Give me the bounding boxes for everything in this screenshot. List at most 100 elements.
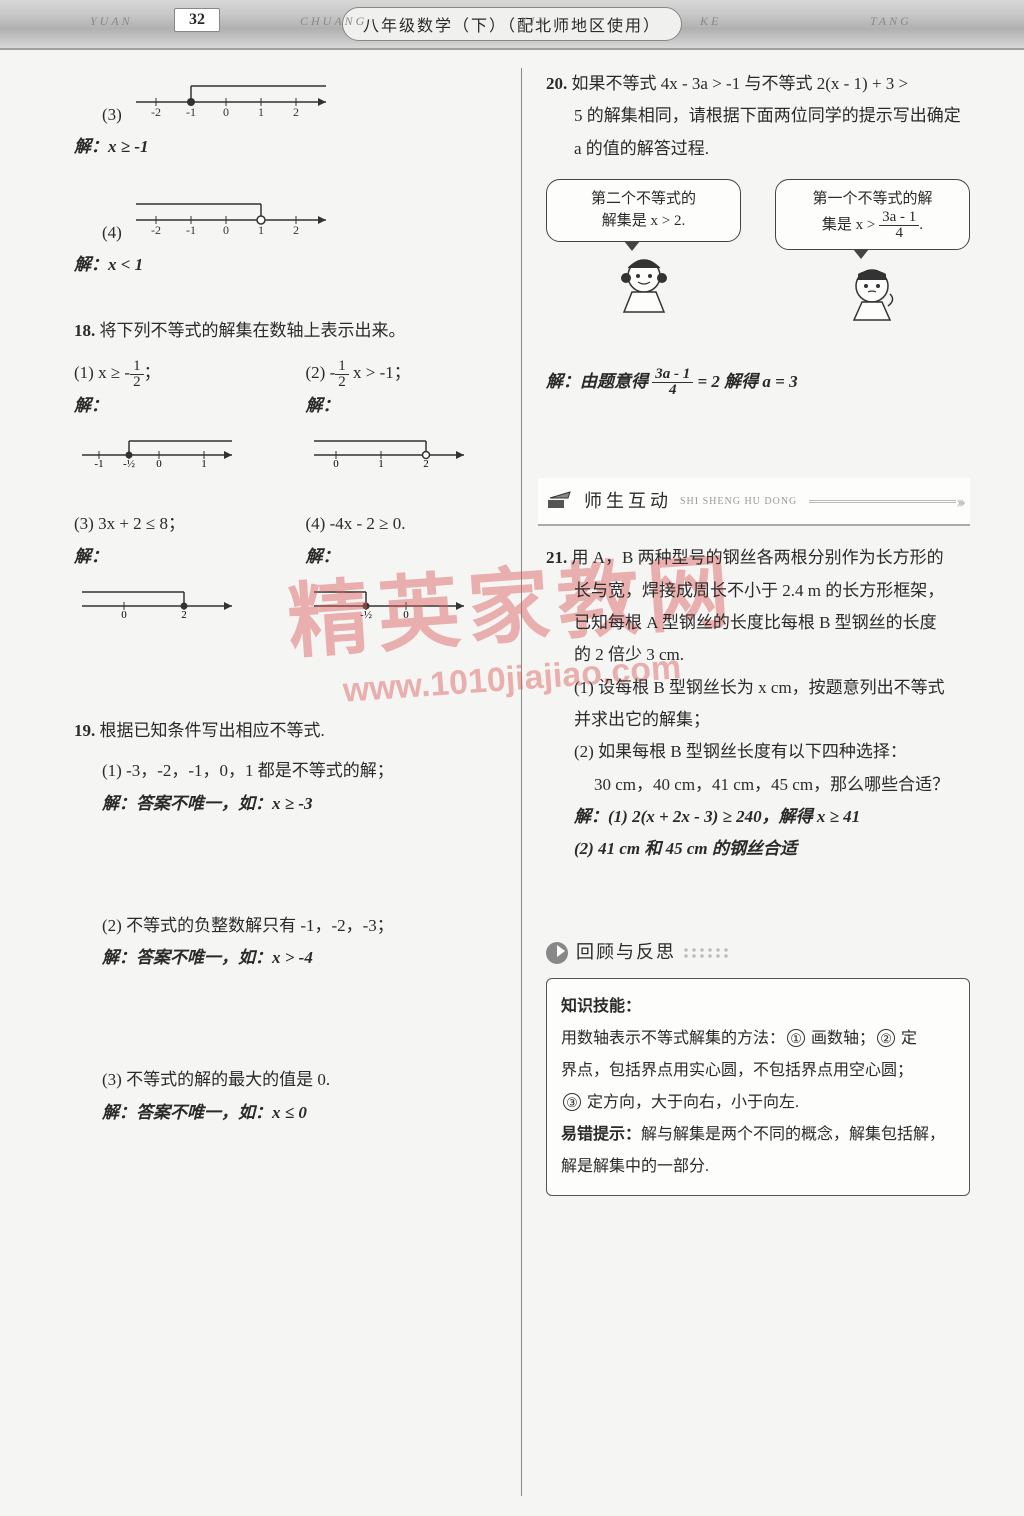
review-title: 回顾与反思	[576, 935, 676, 969]
q17-4-answer: 解：x < 1	[74, 249, 497, 281]
q20: 20. 如果不等式 4x - 3a > -1 与不等式 2(x - 1) + 3…	[546, 68, 970, 398]
page-number: 32	[174, 8, 220, 32]
q18-3-label: (3) 3x + 2 ≤ 8；	[74, 514, 185, 533]
play-circle-icon	[546, 942, 568, 964]
q21-s2b: 30 cm，40 cm，41 cm，45 cm，那么哪些合适？	[546, 769, 970, 801]
q21-stem1: 用 A，B 两种型号的钢丝各两根分别作为长方形的	[572, 548, 944, 567]
q18-4: (4) -4x - 2 ≥ 0. 解： -½0	[306, 508, 498, 625]
review-err-title: 易错提示：	[561, 1126, 641, 1143]
svg-text:-1: -1	[94, 458, 103, 470]
svg-text:0: 0	[223, 223, 229, 236]
number-line-icon: -2 -1 0 1 2	[126, 190, 346, 236]
banner-pinyin-yuan: YUAN	[90, 14, 133, 29]
banner-pinyin-ke: KE	[700, 14, 721, 29]
number-line-icon: -2 -1 0 1 2	[126, 72, 346, 118]
section-header: 师生互动 SHI SHENG HU DONG ›››	[538, 478, 970, 526]
student-boy-icon	[832, 256, 912, 336]
svg-text:-1: -1	[186, 223, 196, 236]
svg-text:1: 1	[258, 105, 264, 118]
review-skill-title: 知识技能：	[561, 991, 955, 1023]
q18-num: 18.	[74, 321, 95, 340]
review-box: 知识技能： 用数轴表示不等式解集的方法：① 画数轴；② 定 界点，包括界点用实心…	[546, 978, 970, 1196]
banner-pinyin-chuang: CHUANG	[300, 14, 367, 29]
q18-ans-prefix: 解：	[74, 396, 108, 415]
q18-4-label: (4) -4x - 2 ≥ 0.	[306, 514, 406, 533]
q18-stem: 将下列不等式的解集在数轴上表示出来。	[100, 321, 406, 340]
q21-stem4: 的 2 倍少 3 cm.	[546, 639, 970, 671]
q20-answer: 解：由题意得 3a - 14 = 2 解得 a = 3	[546, 366, 970, 399]
q19-1-answer: 解：答案不唯一，如：x ≥ -3	[102, 788, 497, 820]
circled-1-icon: ①	[787, 1029, 805, 1047]
q18-1: (1) x ≥ -12； 解： -1-½01	[74, 357, 266, 474]
q21-ans1: 解：(1) 2(x + 2x - 3) ≥ 240，解得 x ≥ 41	[546, 801, 970, 833]
q19: 19. 根据已知条件写出相应不等式. (1) -3，-2，-1，0，1 都是不等…	[74, 715, 497, 1129]
q21: 21. 用 A，B 两种型号的钢丝各两根分别作为长方形的 长与宽，焊接成周长不小…	[546, 542, 970, 865]
q17-3-label: (3)	[74, 105, 122, 124]
q20-stem1: 如果不等式 4x - 3a > -1 与不等式 2(x - 1) + 3 >	[572, 74, 909, 93]
banner-pinyin-xin: XIN	[520, 14, 548, 29]
q17-part3: (3) -2 -1 0 1 2 解：x ≥ -1	[74, 68, 497, 164]
svg-text:1: 1	[258, 223, 264, 236]
svg-text:0: 0	[121, 609, 127, 621]
q18-1-label: (1) x ≥ -	[74, 363, 130, 382]
q21-s1a: (1) 设每根 B 型钢丝长为 x cm，按题意列出不等式	[546, 672, 970, 704]
banner-pinyin-tang: TANG	[870, 14, 912, 29]
q21-stem3: 已知每根 A 型钢丝的长度比每根 B 型钢丝的长度	[546, 607, 970, 639]
q17-3-answer: 解：x ≥ -1	[74, 131, 497, 163]
q18-2: (2) -12 x > -1； 解： 012	[306, 357, 498, 474]
right-column: 20. 如果不等式 4x - 3a > -1 与不等式 2(x - 1) + 3…	[522, 68, 984, 1496]
number-line-icon: -1 -½ 0 1	[74, 426, 244, 472]
q20-num: 20.	[546, 74, 567, 93]
page-title: 八年级数学（下）（配北师地区使用）	[342, 7, 682, 41]
svg-text:-2: -2	[151, 223, 161, 236]
svg-text:-2: -2	[151, 105, 161, 118]
pencil-icon	[546, 490, 574, 512]
q19-stem: 根据已知条件写出相应不等式.	[100, 721, 325, 740]
svg-text:0: 0	[333, 458, 339, 470]
student-girl-icon	[604, 248, 684, 328]
q18-3: (3) 3x + 2 ≤ 8； 解： 02	[74, 508, 266, 625]
svg-text:2: 2	[181, 609, 187, 621]
svg-text:0: 0	[156, 458, 162, 470]
svg-text:2: 2	[423, 458, 429, 470]
q21-s1b: 并求出它的解集；	[546, 704, 970, 736]
q19-num: 19.	[74, 721, 95, 740]
q19-3-answer: 解：答案不唯一，如：x ≤ 0	[102, 1097, 497, 1129]
svg-text:2: 2	[293, 223, 299, 236]
chevrons-right-icon: ›››	[956, 484, 962, 518]
page-content: (3) -2 -1 0 1 2 解：x ≥ -1 (4) -2 -1 0 1 2	[0, 50, 1024, 1516]
q17-4-label: (4)	[74, 223, 122, 242]
section-subtitle: SHI SHENG HU DONG	[680, 492, 797, 511]
q21-num: 21.	[546, 548, 567, 567]
svg-text:0: 0	[403, 609, 409, 621]
number-line-icon: 02	[74, 577, 244, 623]
circled-2-icon: ②	[877, 1029, 895, 1047]
q21-ans2: (2) 41 cm 和 45 cm 的钢丝合适	[546, 833, 970, 865]
q19-3-label: (3) 不等式的解的最大的值是 0.	[102, 1064, 497, 1096]
q18-2-label: (2) -	[306, 363, 336, 382]
number-line-icon: -½ 0	[306, 577, 476, 623]
svg-text:-1: -1	[186, 105, 196, 118]
q20-bubbles: 第二个不等式的 解集是 x > 2. 第一个不等式的解 集是 x > 3a - …	[546, 179, 970, 348]
q21-stem2: 长与宽，焊接成周长不小于 2.4 m 的长方形框架，	[546, 575, 970, 607]
review-header: 回顾与反思	[546, 935, 970, 969]
speech-bubble-right: 第一个不等式的解 集是 x > 3a - 14.	[775, 179, 970, 251]
svg-text:1: 1	[378, 458, 384, 470]
svg-text:0: 0	[223, 105, 229, 118]
speech-bubble-left: 第二个不等式的 解集是 x > 2.	[546, 179, 741, 242]
circled-3-icon: ③	[563, 1093, 581, 1111]
q21-s2a: (2) 如果每根 B 型钢丝长度有以下四种选择：	[546, 736, 970, 768]
svg-text:1: 1	[201, 458, 207, 470]
svg-text:2: 2	[293, 105, 299, 118]
q20-stem2: 5 的解集相同，请根据下面两位同学的提示写出确定 a 的值的解答过程.	[546, 100, 970, 165]
q19-2-answer: 解：答案不唯一，如：x > -4	[102, 942, 497, 974]
q17-part4: (4) -2 -1 0 1 2 解：x < 1	[74, 186, 497, 282]
svg-text:-½: -½	[123, 458, 135, 470]
q19-1-label: (1) -3，-2，-1，0，1 都是不等式的解；	[102, 755, 497, 787]
q19-2-label: (2) 不等式的负整数解只有 -1，-2，-3；	[102, 910, 497, 942]
section-title: 师生互动	[584, 484, 672, 518]
number-line-icon: 0 1 2	[306, 426, 476, 472]
svg-text:-½: -½	[360, 609, 372, 621]
review-line2: 界点，包括界点用实心圆，不包括界点用空心圆；	[561, 1055, 955, 1087]
q18: 18. 将下列不等式的解集在数轴上表示出来。 (1) x ≥ -12； 解： -…	[74, 315, 497, 625]
